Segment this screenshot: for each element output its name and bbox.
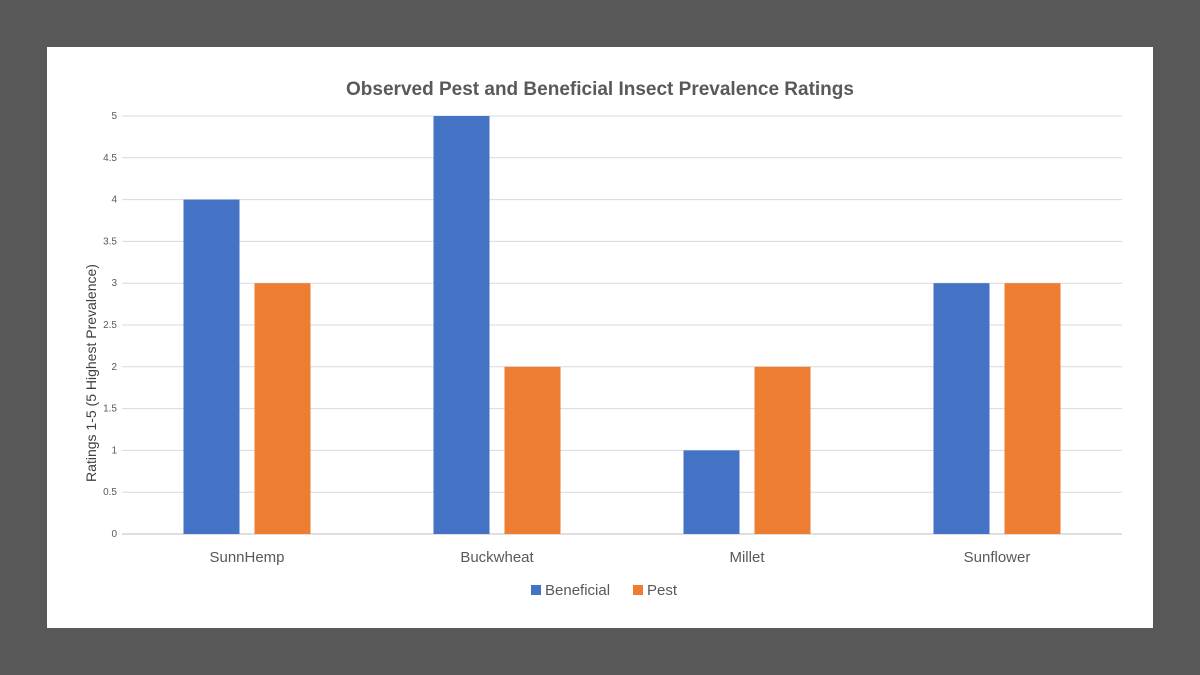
x-category-label: Millet bbox=[729, 549, 765, 566]
x-category-label: Sunflower bbox=[964, 549, 1031, 566]
y-tick-label: 5 bbox=[111, 111, 117, 122]
y-axis-label: Ratings 1-5 (5 Highest Prevalence) bbox=[83, 264, 99, 482]
bar-beneficial-buckwheat bbox=[433, 116, 490, 534]
bar-pest-buckwheat bbox=[504, 366, 561, 534]
y-tick-label: 4.5 bbox=[103, 153, 117, 164]
bar-beneficial-millet bbox=[683, 450, 740, 534]
bar-pest-sunnhemp bbox=[254, 283, 311, 534]
legend-label-beneficial: Beneficial bbox=[545, 582, 610, 599]
bar-pest-millet bbox=[754, 366, 811, 534]
chart-title: Observed Pest and Beneficial Insect Prev… bbox=[346, 79, 854, 100]
y-tick-label: 2 bbox=[111, 362, 117, 373]
legend-swatch-beneficial bbox=[531, 585, 541, 595]
y-tick-label: 1 bbox=[111, 445, 117, 456]
y-tick-label: 0 bbox=[111, 529, 117, 540]
bar-chart: Observed Pest and Beneficial Insect Prev… bbox=[83, 79, 1122, 599]
y-tick-label: 4 bbox=[111, 195, 117, 206]
x-category-label: Buckwheat bbox=[460, 549, 534, 566]
bar-beneficial-sunflower bbox=[933, 283, 990, 534]
y-tick-label: 1.5 bbox=[103, 404, 117, 415]
legend-label-pest: Pest bbox=[647, 582, 678, 599]
y-tick-label: 3.5 bbox=[103, 236, 117, 247]
y-tick-label: 0.5 bbox=[103, 487, 117, 498]
y-tick-label: 2.5 bbox=[103, 320, 117, 331]
bar-beneficial-sunnhemp bbox=[183, 199, 240, 534]
bar-pest-sunflower bbox=[1004, 283, 1061, 534]
chart-panel: Observed Pest and Beneficial Insect Prev… bbox=[47, 47, 1153, 628]
y-tick-label: 3 bbox=[111, 278, 117, 289]
legend-swatch-pest bbox=[633, 585, 643, 595]
x-category-label: SunnHemp bbox=[209, 549, 284, 566]
